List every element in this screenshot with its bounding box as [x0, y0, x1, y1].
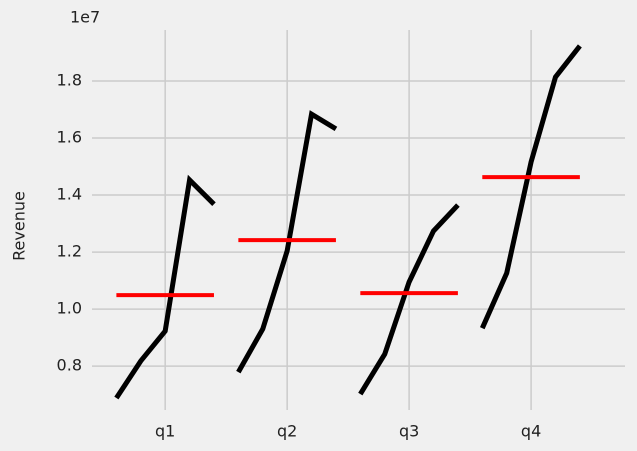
y-tick-label: 1.4: [57, 185, 82, 204]
x-tick-label: q1: [155, 422, 175, 441]
y-axis-label: Revenue: [10, 191, 29, 261]
y-tick-label: 1.0: [57, 299, 82, 318]
quarter-line: [480, 44, 582, 330]
quarter-line: [358, 203, 460, 396]
y-tick-label: 0.8: [57, 356, 82, 375]
x-tick-label: q3: [399, 422, 419, 441]
quarter-line: [236, 110, 338, 374]
quarter-line: [114, 174, 216, 400]
y-tick-label: 1.6: [57, 128, 82, 147]
y-offset-label: 1e7: [70, 8, 100, 27]
x-tick-label: q2: [277, 422, 297, 441]
y-tick-label: 1.2: [57, 242, 82, 261]
x-tick-label: q4: [521, 422, 541, 441]
y-tick-label: 1.8: [57, 71, 82, 90]
